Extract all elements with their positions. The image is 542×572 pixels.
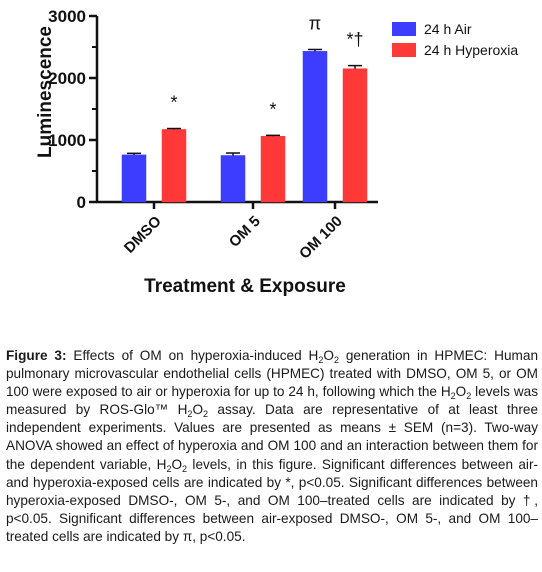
y-tick-label: 0 — [77, 193, 86, 212]
caption-text: O — [455, 384, 467, 400]
significance-marker: *† — [346, 30, 363, 50]
caption-label: Figure 3: — [6, 348, 67, 363]
caption-text: O — [171, 456, 183, 472]
legend-label: 24 h Air — [424, 21, 472, 37]
legend-swatch — [392, 43, 416, 57]
caption-subscript: 2 — [182, 463, 188, 474]
x-axis-title: Treatment & Exposure — [144, 276, 346, 297]
chart-annotations: * * π *† — [170, 13, 363, 119]
significance-marker: * — [170, 93, 177, 113]
caption-subscript: 2 — [450, 391, 456, 402]
caption-text: levels was measured by ROS-Glo™ H — [6, 384, 538, 418]
caption-text: generation in HPMEC: Human pulmonary mic… — [6, 348, 538, 400]
chart-axes: 0 1000 2000 3000 DMSO OM 5 OM 100 — [48, 7, 378, 263]
caption-subscript: 2 — [318, 355, 324, 365]
caption-text: assay. Data are representative of at lea… — [6, 402, 539, 472]
caption-text: O — [323, 348, 334, 363]
caption-subscript: 2 — [166, 463, 172, 474]
significance-marker: * — [269, 99, 276, 119]
x-tick-label: DMSO — [121, 213, 165, 257]
significance-marker: π — [309, 13, 321, 33]
bar — [161, 129, 187, 203]
x-tick-label: OM 5 — [226, 213, 264, 251]
caption-text: O — [192, 402, 204, 418]
bar-chart: 0 1000 2000 3000 DMSO OM 5 OM 100 * * π *† 24 h A… — [35, 7, 518, 297]
chart-legend: 24 h Air 24 h Hyperoxia — [392, 21, 518, 58]
legend-swatch — [392, 22, 416, 36]
y-tick-label: 1000 — [48, 131, 86, 150]
caption-subscript: 2 — [466, 391, 472, 402]
caption-text: levels, in this figure. Significant diff… — [6, 456, 539, 544]
y-axis-title: Luminescence — [35, 26, 56, 158]
legend-label: 24 h Hyperoxia — [424, 42, 518, 58]
chart-bars — [121, 48, 368, 203]
bar — [220, 155, 246, 203]
caption-subscript: 2 — [203, 409, 209, 420]
bar — [121, 154, 147, 203]
y-tick-label: 3000 — [48, 7, 86, 26]
y-tick-label: 2000 — [48, 69, 86, 88]
caption-text: Effects of OM on hyperoxia-induced H — [66, 348, 319, 363]
bar — [342, 68, 368, 203]
bar — [260, 136, 286, 203]
caption-subscript: 2 — [187, 409, 193, 420]
figure-caption: Figure 3: Effects of OM on hyperoxia-ind… — [6, 347, 538, 546]
caption-subscript: 2 — [333, 355, 339, 365]
x-tick-label: OM 100 — [296, 213, 346, 263]
bar — [302, 51, 328, 203]
